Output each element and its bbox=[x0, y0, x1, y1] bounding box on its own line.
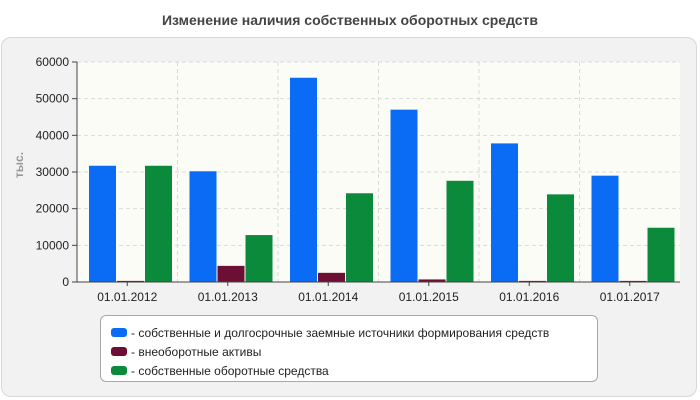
legend-item-working-capital: - собственные оборотные средства bbox=[111, 361, 587, 380]
bar bbox=[89, 165, 116, 282]
y-tick-label: 20000 bbox=[36, 202, 70, 216]
bar bbox=[519, 280, 546, 282]
x-tick-label: 01.01.2014 bbox=[298, 290, 358, 304]
bar bbox=[245, 235, 273, 282]
x-tick-label: 01.01.2012 bbox=[97, 290, 157, 304]
bar bbox=[145, 165, 172, 282]
bar bbox=[418, 279, 446, 282]
y-axis-label: тыс. bbox=[12, 152, 26, 178]
bar bbox=[647, 227, 675, 282]
legend-label-noncurrent-assets: - внеоборотные активы bbox=[131, 344, 262, 359]
x-tick-label: 01.01.2016 bbox=[499, 290, 559, 304]
chart-legend: - собственные и долгосрочные заемные ист… bbox=[100, 315, 598, 382]
bar bbox=[290, 77, 317, 283]
legend-swatch-sources bbox=[111, 328, 127, 337]
x-tick-label: 01.01.2017 bbox=[600, 290, 660, 304]
x-tick-label: 01.01.2013 bbox=[198, 290, 258, 304]
legend-label-working-capital: - собственные оборотные средства bbox=[131, 363, 329, 378]
bar bbox=[346, 193, 373, 282]
y-tick-label: 30000 bbox=[36, 165, 70, 179]
bar bbox=[591, 175, 619, 282]
legend-swatch-working-capital bbox=[111, 366, 127, 375]
legend-swatch-noncurrent-assets bbox=[111, 347, 127, 356]
y-tick-label: 0 bbox=[62, 275, 69, 289]
y-tick-label: 40000 bbox=[36, 128, 70, 142]
bar bbox=[390, 109, 418, 283]
bar bbox=[117, 280, 144, 282]
bar bbox=[189, 171, 217, 282]
bar bbox=[318, 272, 345, 282]
legend-item-sources: - собственные и долгосрочные заемные ист… bbox=[111, 323, 587, 342]
legend-item-noncurrent-assets: - внеоборотные активы bbox=[111, 342, 587, 361]
chart-title: Изменение наличия собственных оборотных … bbox=[161, 12, 539, 28]
y-tick-label: 60000 bbox=[36, 55, 70, 69]
bar bbox=[491, 143, 518, 282]
legend-label-sources: - собственные и долгосрочные заемные ист… bbox=[131, 325, 550, 340]
y-tick-label: 10000 bbox=[36, 238, 70, 252]
bar bbox=[446, 180, 474, 282]
y-tick-label: 50000 bbox=[36, 92, 70, 106]
bar bbox=[547, 194, 574, 282]
bar bbox=[217, 265, 245, 282]
x-tick-label: 01.01.2015 bbox=[399, 290, 459, 304]
bar bbox=[619, 280, 647, 282]
